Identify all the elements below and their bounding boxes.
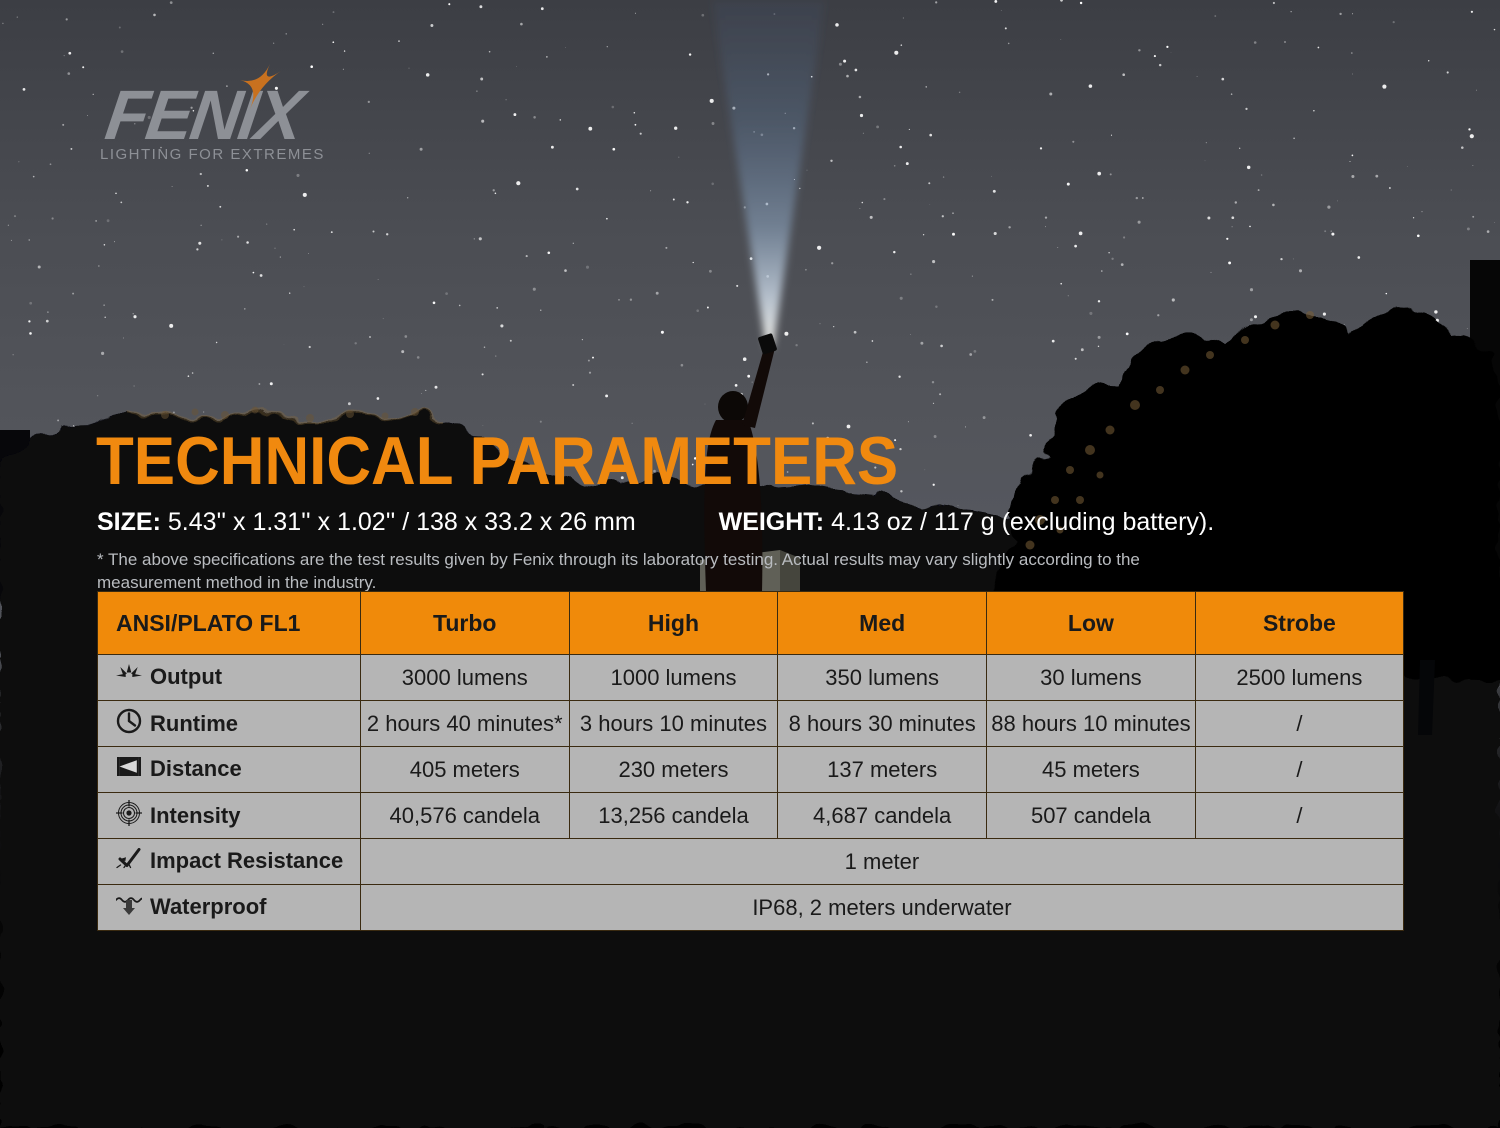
svg-text:LIGHTING FOR EXTREMES: LIGHTING FOR EXTREMES [100, 146, 325, 163]
svg-text:FENIX: FENIX [101, 75, 312, 154]
